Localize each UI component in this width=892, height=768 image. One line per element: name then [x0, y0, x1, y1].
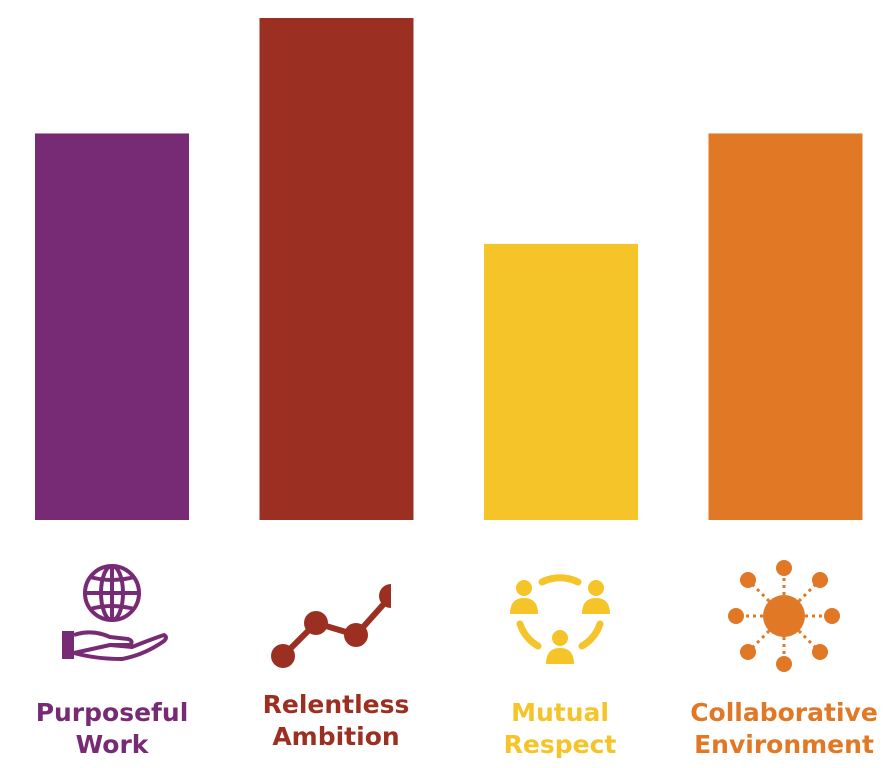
category-label-line: Mutual [511, 698, 609, 727]
globe-in-hand-icon [52, 555, 172, 675]
category-label-line: Environment [694, 730, 874, 759]
category-label-line: Ambition [272, 722, 400, 751]
category-label-line: Respect [503, 730, 617, 759]
category-label-line: Work [75, 730, 149, 759]
category-label-line: Relentless [262, 690, 410, 719]
bar-chart [35, 18, 863, 520]
category-label-mutual-respect: Mutual Respect [450, 697, 670, 761]
people-circle-icon [500, 558, 620, 678]
bar-relentless-ambition [259, 18, 414, 520]
category-label-line: Collaborative [690, 698, 878, 727]
bar-mutual-respect [484, 243, 638, 520]
network-hub-icon [724, 554, 844, 674]
category-label-purposeful-work: Purposeful Work [2, 697, 222, 761]
bar-collaborative-environment [708, 133, 863, 520]
category-label-collaborative-environment: Collaborative Environment [674, 697, 892, 761]
rising-line-icon [271, 576, 391, 696]
bar-purposeful-work [35, 133, 189, 520]
category-label-line: Purposeful [35, 698, 189, 727]
category-label-relentless-ambition: Relentless Ambition [226, 689, 446, 753]
